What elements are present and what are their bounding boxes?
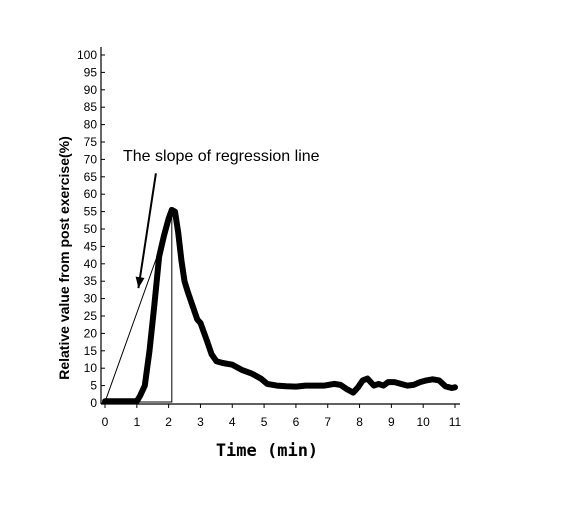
y-tick-label: 5 bbox=[90, 379, 97, 393]
y-tick-label: 20 bbox=[84, 326, 98, 340]
y-tick-label: 0 bbox=[90, 396, 97, 410]
x-tick-label: 11 bbox=[449, 415, 462, 429]
y-tick-label: 85 bbox=[84, 100, 98, 114]
annotation-text: The slope of regression line bbox=[123, 148, 320, 165]
y-ticks: 0 5 10 15 20 25 30 35 40 45 50 55 60 65 70 75 80 85 90 95 10… bbox=[77, 48, 105, 410]
y-tick-label: 55 bbox=[84, 205, 98, 219]
x-tick-label: 5 bbox=[261, 415, 268, 429]
x-axis: 0 1 2 3 4 5 6 7 8 9 10 11 bbox=[101, 403, 462, 429]
y-tick-label: 35 bbox=[84, 274, 98, 288]
x-axis-title: Time (min) bbox=[216, 441, 318, 461]
y-tick-label: 45 bbox=[84, 239, 98, 253]
arrow-shaft bbox=[137, 173, 157, 289]
y-tick-label: 100 bbox=[77, 48, 97, 62]
y-tick-label: 95 bbox=[84, 65, 98, 79]
x-tick-label: 4 bbox=[229, 415, 236, 429]
y-tick-label: 10 bbox=[84, 361, 98, 375]
y-tick-label: 75 bbox=[84, 135, 98, 149]
y-tick-label: 40 bbox=[84, 257, 98, 271]
x-tick-label: 6 bbox=[293, 415, 300, 429]
x-ticks: 0 1 2 3 4 5 6 7 8 9 10 11 bbox=[102, 404, 462, 429]
y-axis: 0 5 10 15 20 25 30 35 40 45 50 55 60 65 70 75 80 85 90 95 10… bbox=[77, 47, 105, 410]
arrow-head bbox=[135, 276, 145, 289]
y-tick-label: 70 bbox=[84, 152, 98, 166]
x-tick-label: 8 bbox=[356, 415, 363, 429]
y-tick-label: 90 bbox=[84, 83, 98, 97]
y-tick-label: 25 bbox=[84, 309, 98, 323]
x-tick-label: 0 bbox=[102, 415, 109, 429]
x-tick-label: 2 bbox=[165, 415, 172, 429]
y-tick-label: 30 bbox=[84, 292, 98, 306]
x-tick-label: 9 bbox=[388, 415, 395, 429]
y-tick-label: 50 bbox=[84, 222, 98, 236]
annotation-arrow bbox=[135, 173, 157, 289]
x-tick-label: 10 bbox=[417, 415, 431, 429]
y-axis-title: Relative value from post exercise(%) bbox=[56, 136, 72, 380]
y-tick-label: 60 bbox=[84, 187, 98, 201]
series-line bbox=[102, 206, 458, 405]
x-tick-label: 1 bbox=[133, 415, 140, 429]
y-tick-label: 65 bbox=[84, 170, 98, 184]
x-tick-label: 3 bbox=[197, 415, 204, 429]
y-tick-label: 80 bbox=[84, 118, 98, 132]
x-tick-label: 7 bbox=[324, 415, 331, 429]
y-tick-label: 15 bbox=[84, 344, 98, 358]
